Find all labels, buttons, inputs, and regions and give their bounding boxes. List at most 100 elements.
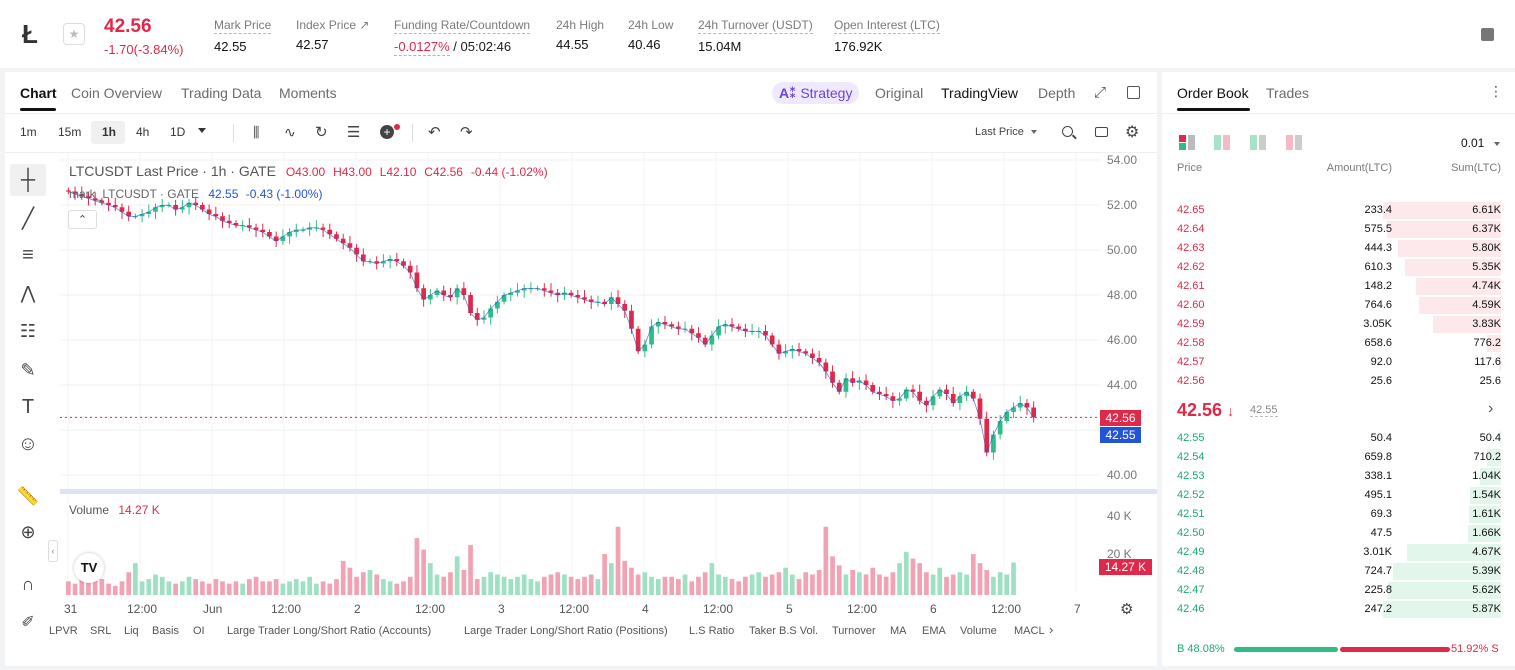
tab-trades[interactable]: Trades: [1266, 85, 1310, 101]
ask-row[interactable]: 42.65 233.4 6.61K: [1162, 201, 1515, 220]
timeframe-1d[interactable]: 1D: [170, 125, 186, 139]
chevron-down-icon[interactable]: [198, 128, 206, 133]
book-icon[interactable]: [1481, 28, 1494, 41]
indicator-liq[interactable]: Liq: [124, 625, 139, 637]
indicator-ls-ratio[interactable]: L.S Ratio: [689, 625, 735, 637]
timeframe-1m[interactable]: 1m: [20, 125, 37, 139]
zoom-in-icon[interactable]: ⊕: [20, 521, 36, 542]
view-original[interactable]: Original: [875, 85, 924, 101]
view-bids-icon[interactable]: [1250, 135, 1266, 150]
chart-canvas[interactable]: [60, 153, 1157, 598]
indicator-srl[interactable]: SRL: [90, 625, 112, 637]
ask-row[interactable]: 42.60 764.6 4.59K: [1162, 296, 1515, 315]
view-depth[interactable]: Depth: [1038, 85, 1076, 101]
timeframe-4h[interactable]: 4h: [136, 125, 150, 139]
indicator-taker-vol[interactable]: Taker B.S Vol.: [749, 625, 819, 637]
bid-row[interactable]: 42.50 47.5 1.66K: [1162, 524, 1515, 543]
ask-row[interactable]: 42.58 658.6 776.2: [1162, 334, 1515, 353]
chevron-right-icon[interactable]: ›: [1049, 622, 1054, 637]
row-sum: 5.39K: [1472, 565, 1501, 577]
crosshair-icon[interactable]: ┼: [10, 164, 46, 196]
ask-row[interactable]: 42.62 610.3 5.35K: [1162, 258, 1515, 277]
text-icon[interactable]: T: [21, 395, 35, 418]
emoji-icon[interactable]: ☺: [17, 432, 39, 455]
settings-gear-icon[interactable]: ⚙: [1125, 124, 1140, 141]
bid-row[interactable]: 42.54 659.8 710.2: [1162, 448, 1515, 467]
ask-row[interactable]: 42.64 575.5 6.37K: [1162, 220, 1515, 239]
horizontal-lines-icon[interactable]: ≡: [22, 243, 34, 266]
candle-body: [354, 247, 359, 255]
window-icon[interactable]: [1127, 86, 1140, 99]
precision-select[interactable]: 0.01: [1461, 136, 1500, 150]
price-source-select[interactable]: Last Price: [975, 126, 1037, 138]
timeframe-1h[interactable]: 1h: [102, 125, 117, 139]
view-tradingview[interactable]: TradingView: [941, 85, 1019, 101]
bid-row[interactable]: 42.55 50.4 50.4: [1162, 429, 1515, 448]
indicator-turnover[interactable]: Turnover: [832, 625, 876, 637]
indicator-large-trader-accounts[interactable]: Large Trader Long/Short Ratio (Accounts): [227, 625, 432, 637]
chart-settings-icon[interactable]: ⚙: [1120, 601, 1134, 618]
tab-order-book[interactable]: Order Book: [1177, 85, 1249, 101]
bid-row[interactable]: 42.51 69.3 1.61K: [1162, 505, 1515, 524]
indicator-large-trader-positions[interactable]: Large Trader Long/Short Ratio (Positions…: [464, 625, 668, 637]
volume-bar: [629, 567, 634, 595]
ask-row[interactable]: 42.59 3.05K 3.83K: [1162, 315, 1515, 334]
y-axis-label: 46.00: [1107, 333, 1138, 347]
candle-body: [930, 396, 936, 406]
pane-divider[interactable]: [60, 489, 1157, 494]
magnet-icon[interactable]: ∩: [21, 573, 35, 594]
add-indicator-icon[interactable]: +: [380, 125, 394, 139]
ruler-icon[interactable]: 📏: [16, 485, 40, 506]
ask-row[interactable]: 42.63 444.3 5.80K: [1162, 239, 1515, 258]
favorite-star-icon[interactable]: ★: [63, 23, 85, 45]
index-price-stat[interactable]: Index Price ↗ 42.57: [296, 18, 369, 52]
candle-style-icon[interactable]: ⫼: [253, 124, 260, 140]
view-both-alt-icon[interactable]: [1214, 135, 1230, 150]
tab-trading-data[interactable]: Trading Data: [181, 85, 262, 101]
collapse-toolbar-icon[interactable]: ‹: [48, 540, 58, 562]
chevron-right-icon[interactable]: ›: [1488, 400, 1494, 417]
more-options-icon[interactable]: ⋮: [1489, 83, 1503, 99]
volume-bar: [347, 567, 353, 595]
mid-price[interactable]: 42.56 ↓: [1177, 400, 1234, 421]
fib-icon[interactable]: ☷: [19, 320, 37, 341]
expand-icon[interactable]: ⤢: [1094, 84, 1107, 101]
pencil-lock-icon[interactable]: ✐: [21, 614, 35, 631]
bid-row[interactable]: 42.47 225.8 5.62K: [1162, 581, 1515, 600]
ask-row[interactable]: 42.56 25.6 25.6: [1162, 372, 1515, 391]
trendline-icon[interactable]: ╱: [21, 207, 35, 230]
indicator-macd[interactable]: MACL: [1014, 625, 1045, 637]
view-asks-icon[interactable]: [1286, 135, 1302, 150]
indicator-basis[interactable]: Basis: [152, 625, 179, 637]
ask-row[interactable]: 42.61 148.2 4.74K: [1162, 277, 1515, 296]
tab-moments[interactable]: Moments: [279, 85, 337, 101]
indicator-lpvr[interactable]: LPVR: [49, 625, 78, 637]
bid-row[interactable]: 42.49 3.01K 4.67K: [1162, 543, 1515, 562]
timeframe-15m[interactable]: 15m: [58, 125, 82, 139]
bid-row[interactable]: 42.48 724.7 5.39K: [1162, 562, 1515, 581]
tab-chart[interactable]: Chart: [20, 85, 57, 101]
compare-icon[interactable]: ↻: [315, 124, 328, 141]
ask-row[interactable]: 42.57 92.0 117.6: [1162, 353, 1515, 372]
indicators-icon[interactable]: ∿: [284, 124, 296, 140]
collapse-legend-button[interactable]: ⌃: [68, 210, 97, 229]
templates-icon[interactable]: ☰: [347, 124, 361, 141]
indicator-volume[interactable]: Volume: [960, 625, 997, 637]
search-icon[interactable]: [1062, 126, 1073, 137]
pattern-icon[interactable]: ⋀: [20, 282, 36, 303]
tab-coin-overview[interactable]: Coin Overview: [71, 85, 163, 101]
brush-icon[interactable]: ✎: [20, 359, 36, 380]
camera-icon[interactable]: [1095, 127, 1108, 137]
redo-icon[interactable]: ↷: [460, 124, 473, 141]
indicator-oi[interactable]: OI: [193, 625, 205, 637]
legend-change: -0.44 (-1.02%): [470, 165, 548, 179]
indicator-ema[interactable]: EMA: [922, 625, 946, 637]
volume-bar: [253, 576, 259, 595]
bid-row[interactable]: 42.52 495.1 1.54K: [1162, 486, 1515, 505]
bid-row[interactable]: 42.46 247.2 5.87K: [1162, 600, 1515, 619]
bid-row[interactable]: 42.53 338.1 1.04K: [1162, 467, 1515, 486]
indicator-ma[interactable]: MA: [890, 625, 907, 637]
view-both-icon[interactable]: [1179, 135, 1195, 150]
undo-icon[interactable]: ↶: [428, 124, 441, 141]
strategy-button[interactable]: A⁑ Strategy: [772, 82, 860, 104]
